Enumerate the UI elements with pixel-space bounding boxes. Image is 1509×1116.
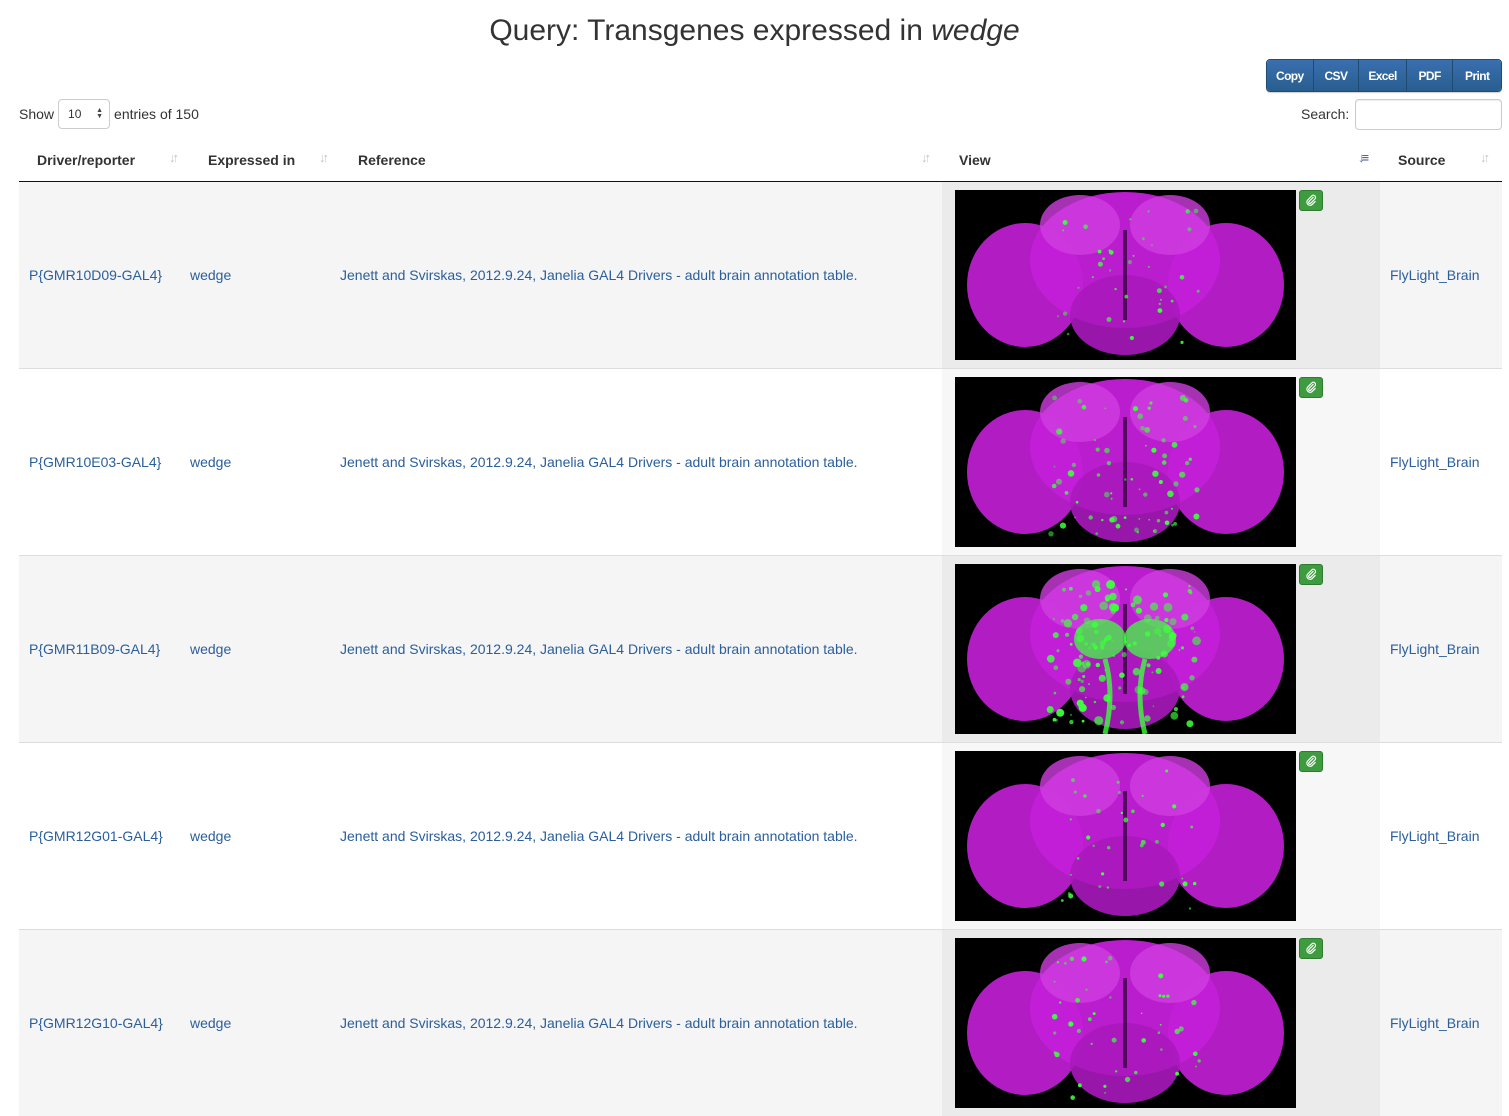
pdf-button[interactable]: PDF: [1406, 60, 1454, 91]
reference-cell: Jenett and Svirskas, 2012.9.24, Janelia …: [339, 181, 942, 368]
print-button[interactable]: Print: [1453, 60, 1501, 91]
reference-link[interactable]: Jenett and Svirskas, 2012.9.24, Janelia …: [340, 1014, 858, 1031]
source-cell: FlyLight_Brain: [1380, 367, 1502, 555]
sort-desc-icon: ↓≡: [1358, 150, 1369, 165]
export-button-group: Copy CSV Excel PDF Print: [1266, 59, 1502, 92]
column-header-reference[interactable]: Reference ↓↑: [339, 140, 942, 182]
sort-icon: ↓↑: [1480, 150, 1490, 165]
paperclip-icon[interactable]: [1299, 189, 1323, 211]
driver-link[interactable]: P{GMR12G10-GAL4}: [29, 1014, 163, 1031]
reference-link[interactable]: Jenett and Svirskas, 2012.9.24, Janelia …: [340, 640, 858, 657]
title-prefix: Query: Transgenes expressed in: [489, 14, 932, 47]
paperclip-icon[interactable]: [1299, 937, 1323, 959]
search-input[interactable]: [1355, 98, 1503, 130]
source-cell: FlyLight_Brain: [1380, 181, 1502, 368]
view-cell: [942, 367, 1380, 555]
column-header-view[interactable]: View ↓≡: [942, 140, 1380, 182]
entries-count-label: entries of 150: [114, 106, 199, 122]
expressed-cell: wedge: [189, 554, 339, 742]
reference-link[interactable]: Jenett and Svirskas, 2012.9.24, Janelia …: [340, 266, 858, 283]
column-header-source[interactable]: Source ↓↑: [1380, 140, 1502, 182]
driver-link[interactable]: P{GMR10E03-GAL4}: [29, 453, 162, 470]
search-control: Search:: [1301, 98, 1503, 130]
column-header-driver[interactable]: Driver/reporter ↓↑: [19, 140, 189, 182]
expressed-cell: wedge: [189, 928, 339, 1116]
reference-cell: Jenett and Svirskas, 2012.9.24, Janelia …: [339, 741, 942, 929]
expressed-cell: wedge: [189, 181, 339, 368]
brain-thumbnail-image[interactable]: [955, 937, 1296, 1108]
driver-link[interactable]: P{GMR12G01-GAL4}: [29, 827, 163, 844]
driver-cell: P{GMR10E03-GAL4}: [19, 367, 189, 555]
csv-button[interactable]: CSV: [1313, 60, 1360, 91]
column-header-label: View: [959, 152, 991, 168]
select-arrows-icon: ▲ ▼: [96, 107, 104, 120]
brain-thumbnail-image[interactable]: [955, 750, 1296, 921]
table-row: P{GMR10E03-GAL4} wedge Jenett and Svirsk…: [19, 367, 1502, 555]
reference-link[interactable]: Jenett and Svirskas, 2012.9.24, Janelia …: [340, 453, 858, 470]
show-label: Show: [19, 106, 55, 122]
table-row: P{GMR11B09-GAL4} wedge Jenett and Svirsk…: [19, 554, 1502, 742]
source-link[interactable]: FlyLight_Brain: [1390, 266, 1480, 283]
column-header-label: Expressed in: [208, 152, 296, 168]
reference-cell: Jenett and Svirskas, 2012.9.24, Janelia …: [339, 928, 942, 1116]
source-link[interactable]: FlyLight_Brain: [1390, 640, 1480, 657]
column-header-label: Driver/reporter: [37, 152, 136, 168]
expressed-in-link[interactable]: wedge: [190, 453, 232, 470]
page-length-select[interactable]: 10 ▲ ▼: [58, 99, 111, 129]
driver-link[interactable]: P{GMR11B09-GAL4}: [29, 640, 161, 657]
source-cell: FlyLight_Brain: [1380, 741, 1502, 929]
source-cell: FlyLight_Brain: [1380, 554, 1502, 742]
expressed-in-link[interactable]: wedge: [190, 266, 232, 283]
results-table: Driver/reporter ↓↑ Expressed in ↓↑ Refer…: [19, 140, 1502, 1116]
driver-cell: P{GMR10D09-GAL4}: [19, 181, 189, 368]
driver-link[interactable]: P{GMR10D09-GAL4}: [29, 266, 163, 283]
column-header-label: Source: [1398, 152, 1446, 168]
brain-thumbnail-image[interactable]: [955, 376, 1296, 547]
table-row: P{GMR10D09-GAL4} wedge Jenett and Svirsk…: [19, 181, 1502, 368]
driver-cell: P{GMR12G10-GAL4}: [19, 928, 189, 1116]
search-label: Search:: [1301, 106, 1350, 122]
driver-cell: P{GMR11B09-GAL4}: [19, 554, 189, 742]
view-cell: [942, 741, 1380, 929]
reference-cell: Jenett and Svirskas, 2012.9.24, Janelia …: [339, 554, 942, 742]
source-link[interactable]: FlyLight_Brain: [1390, 827, 1480, 844]
brain-thumbnail-image[interactable]: [955, 189, 1296, 360]
table-row: P{GMR12G01-GAL4} wedge Jenett and Svirsk…: [19, 741, 1502, 929]
column-header-expressed[interactable]: Expressed in ↓↑: [189, 140, 339, 182]
sort-icon: ↓↑: [169, 150, 179, 165]
expressed-cell: wedge: [189, 367, 339, 555]
page-length-control: Show 10 ▲ ▼ entries of 150: [19, 99, 199, 129]
expressed-in-link[interactable]: wedge: [190, 1014, 232, 1031]
expressed-in-link[interactable]: wedge: [190, 640, 232, 657]
page-title: Query: Transgenes expressed in wedge: [0, 14, 1509, 48]
title-term: wedge: [931, 14, 1020, 47]
paperclip-icon[interactable]: [1299, 563, 1323, 585]
source-cell: FlyLight_Brain: [1380, 928, 1502, 1116]
sort-icon: ↓↑: [921, 150, 931, 165]
page-length-value: 10: [68, 107, 82, 121]
source-link[interactable]: FlyLight_Brain: [1390, 453, 1480, 470]
excel-button[interactable]: Excel: [1359, 60, 1407, 91]
copy-button[interactable]: Copy: [1267, 60, 1314, 91]
table-header-row: Driver/reporter ↓↑ Expressed in ↓↑ Refer…: [19, 140, 1502, 182]
view-cell: [942, 928, 1380, 1116]
brain-thumbnail-image[interactable]: [955, 563, 1296, 734]
view-cell: [942, 181, 1380, 368]
driver-cell: P{GMR12G01-GAL4}: [19, 741, 189, 929]
source-link[interactable]: FlyLight_Brain: [1390, 1014, 1480, 1031]
paperclip-icon[interactable]: [1299, 750, 1323, 772]
sort-icon: ↓↑: [319, 150, 329, 165]
expressed-in-link[interactable]: wedge: [190, 827, 232, 844]
expressed-cell: wedge: [189, 741, 339, 929]
reference-cell: Jenett and Svirskas, 2012.9.24, Janelia …: [339, 367, 942, 555]
reference-link[interactable]: Jenett and Svirskas, 2012.9.24, Janelia …: [340, 827, 858, 844]
view-cell: [942, 554, 1380, 742]
column-header-label: Reference: [358, 152, 426, 168]
table-row: P{GMR12G10-GAL4} wedge Jenett and Svirsk…: [19, 928, 1502, 1116]
paperclip-icon[interactable]: [1299, 376, 1323, 398]
